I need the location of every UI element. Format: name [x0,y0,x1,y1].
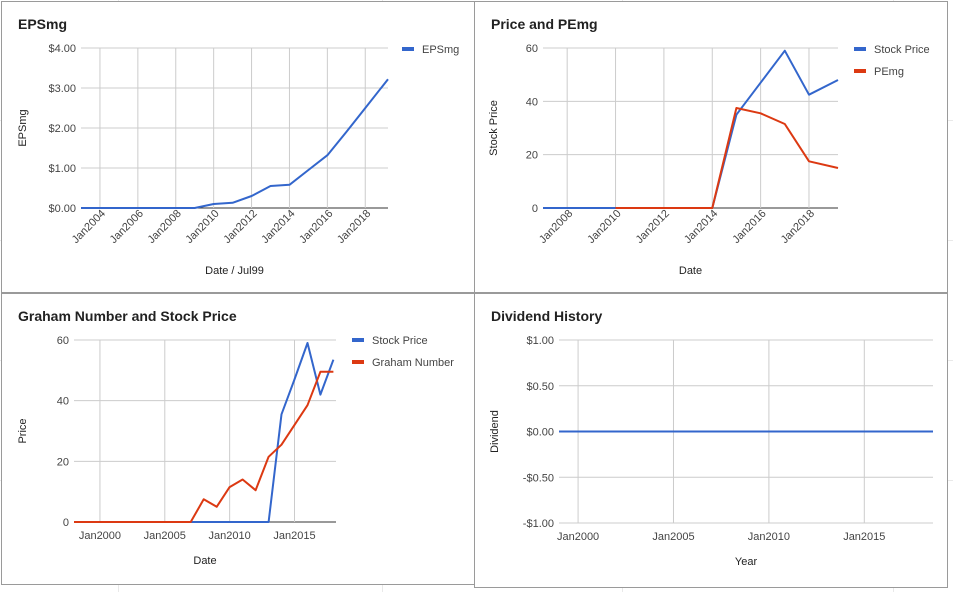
legend-swatch [854,47,866,51]
x-axis-title: Date / Jul99 [205,265,264,277]
chart-title: Dividend History [491,308,602,324]
y-tick-label: $0.00 [526,427,554,439]
x-tick-label: Jan2015 [843,531,885,543]
x-tick-label: Jan2014 [259,208,297,246]
x-tick-label: Jan2018 [335,208,373,246]
y-tick-label: 0 [532,203,538,215]
legend-swatch [352,338,364,342]
legend-label: EPSmg [422,44,459,56]
chart-title: Price and PEmg [491,16,598,32]
y-tick-label: $1.00 [48,163,76,175]
x-tick-label: Jan2010 [748,531,790,543]
chart-svg: Dividend History -$1.00 -$0.50 $0.00 $0.50 $1… [489,308,933,568]
x-axis-title: Year [735,556,758,568]
y-tick-label: $4.00 [48,43,76,55]
series-line-graham-number [74,370,334,523]
legend-label: Stock Price [874,44,930,56]
y-tick-label: $2.00 [48,123,76,135]
x-tick-label: Jan2008 [537,208,575,246]
x-tick-label: Jan2010 [209,530,251,542]
graham-chart-panel: Graham Number and Stock Price 0 20 40 60 Jan2… [1,293,475,585]
y-tick-label: -$0.50 [523,472,554,484]
y-axis-title: Stock Price [488,100,500,156]
x-tick-label: Jan2012 [634,208,672,246]
eps-chart-panel: EPSmg $0.00 $1.00 $2.00 $3.00 $4.00 Jan2004 Jan… [1,1,475,293]
x-tick-label: Jan2010 [183,208,221,246]
chart-svg: Price and PEmg 0 20 40 60 Jan2008 Jan2010 Jan20… [488,16,930,277]
x-tick-label: Jan2005 [144,530,186,542]
dividend-chart-panel: Dividend History -$1.00 -$0.50 $0.00 $0.50 $1… [474,293,948,588]
x-axis-title: Date [679,265,702,277]
price-pe-chart-panel: Price and PEmg 0 20 40 60 Jan2008 Jan2010 Jan20… [474,1,948,293]
series-line-stock-price [543,49,839,209]
y-tick-label: $3.00 [48,83,76,95]
chart-title: Graham Number and Stock Price [18,308,237,324]
legend-label: Graham Number [372,357,454,369]
y-tick-label: $0.50 [526,381,554,393]
series-line-pemg [615,107,839,209]
chart-svg: Graham Number and Stock Price 0 20 40 60 Jan2… [17,308,454,567]
y-axis-title: Price [17,418,29,443]
x-tick-label: Jan2012 [221,208,259,246]
x-tick-label: Jan2008 [146,208,184,246]
y-tick-label: $0.00 [48,203,76,215]
x-tick-label: Jan2016 [730,208,768,246]
y-tick-label: $1.00 [526,335,554,347]
x-tick-label: Jan2000 [557,531,599,543]
legend-swatch [402,47,414,51]
x-tick-label: Jan2006 [108,208,146,246]
series-line-stock-price [74,342,335,523]
x-tick-label: Jan2016 [297,208,335,246]
x-tick-label: Jan2018 [779,208,817,246]
series-line-epsmg [81,78,389,209]
y-tick-label: 20 [57,456,69,468]
y-tick-label: 60 [57,335,69,347]
y-axis-title: Dividend [489,410,501,453]
y-axis-title: EPSmg [17,109,29,146]
legend-swatch [352,360,364,364]
y-tick-label: 20 [526,150,538,162]
x-tick-label: Jan2010 [585,208,623,246]
x-tick-label: Jan2000 [79,530,121,542]
chart-title: EPSmg [18,16,67,32]
y-tick-label: -$1.00 [523,518,554,530]
y-tick-label: 40 [57,396,69,408]
x-tick-label: Jan2005 [652,531,694,543]
y-tick-label: 0 [63,517,69,529]
legend-label: Stock Price [372,335,428,347]
x-axis-title: Date [193,555,216,567]
legend-label: PEmg [874,66,904,78]
legend-swatch [854,69,866,73]
x-tick-label: Jan2014 [682,208,720,246]
y-tick-label: 40 [526,96,538,108]
x-tick-label: Jan2015 [273,530,315,542]
y-tick-label: 60 [526,43,538,55]
